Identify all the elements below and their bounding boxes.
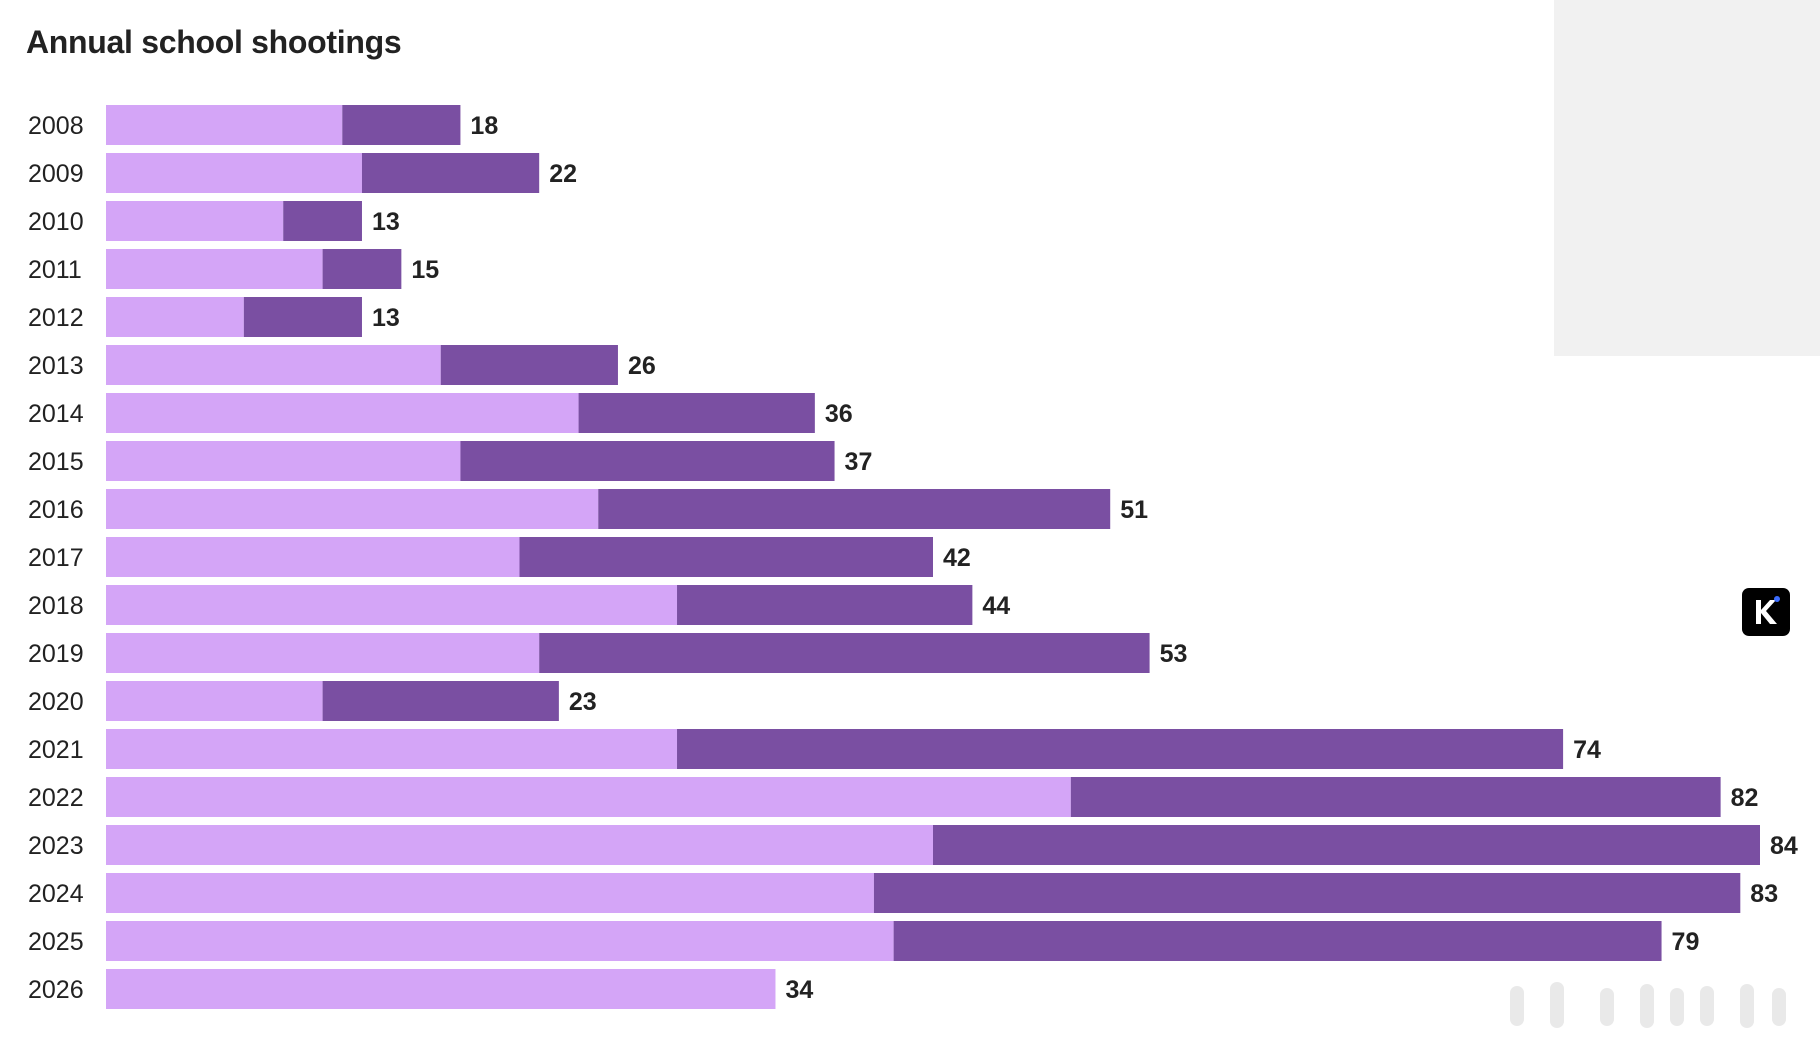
bar-2016-segment-2 (598, 489, 1111, 529)
bar-2013-segment-1 (106, 345, 441, 385)
bar-2020-segment-1 (106, 681, 323, 721)
decorative-stripes (1510, 982, 1786, 1028)
category-label-2025: 2025 (28, 928, 84, 956)
chart-title: Annual school shootings (26, 24, 402, 60)
bar-2021-segment-1 (106, 729, 678, 769)
category-label-2010: 2010 (28, 208, 84, 236)
value-label-2026: 34 (785, 976, 813, 1004)
value-label-2025: 79 (1672, 928, 1700, 956)
value-label-2018: 44 (982, 592, 1010, 620)
category-label-2021: 2021 (28, 736, 84, 764)
bar-2015-segment-2 (460, 441, 835, 481)
value-label-2017: 42 (943, 544, 971, 572)
bar-2025-segment-1 (106, 921, 894, 961)
k-logo-icon (1756, 596, 1780, 624)
category-label-2012: 2012 (28, 304, 84, 332)
category-label-2026: 2026 (28, 976, 84, 1004)
bar-2022-segment-2 (1070, 777, 1721, 817)
value-label-2014: 36 (825, 400, 853, 428)
category-label-2015: 2015 (28, 448, 84, 476)
bar-2017-segment-1 (106, 537, 520, 577)
bar-2026-segment-1 (106, 969, 776, 1009)
bar-2010-segment-2 (283, 201, 362, 241)
value-label-2024: 83 (1750, 880, 1778, 908)
side-panel-placeholder (1554, 0, 1820, 356)
brand-logo[interactable] (1742, 588, 1790, 636)
bar-2014-segment-1 (106, 393, 579, 433)
value-label-2010: 13 (372, 208, 400, 236)
bar-2018-segment-2 (677, 585, 973, 625)
bar-2011-segment-2 (322, 249, 402, 289)
bar-2019-segment-2 (539, 633, 1150, 673)
value-label-2013: 26 (628, 352, 656, 380)
bar-2022-segment-1 (106, 777, 1071, 817)
bar-2009-segment-2 (361, 153, 540, 193)
value-label-2015: 37 (845, 448, 873, 476)
value-label-2009: 22 (549, 160, 577, 188)
value-label-2008: 18 (470, 112, 498, 140)
value-label-2016: 51 (1120, 496, 1148, 524)
bar-2011-segment-1 (106, 249, 323, 289)
category-label-2019: 2019 (28, 640, 84, 668)
bar-2018-segment-1 (106, 585, 678, 625)
value-label-2022: 82 (1731, 784, 1759, 812)
bar-2023-segment-2 (933, 825, 1760, 865)
bar-2008-segment-1 (106, 105, 343, 145)
bar-2021-segment-2 (677, 729, 1564, 769)
value-label-2021: 74 (1573, 736, 1601, 764)
bar-2009-segment-1 (106, 153, 362, 193)
bar-2024-segment-1 (106, 873, 874, 913)
category-label-2016: 2016 (28, 496, 84, 524)
bar-2010-segment-1 (106, 201, 284, 241)
bar-2016-segment-1 (106, 489, 599, 529)
bar-2023-segment-1 (106, 825, 933, 865)
category-label-2022: 2022 (28, 784, 84, 812)
category-label-2011: 2011 (28, 256, 82, 284)
bar-2012-segment-1 (106, 297, 244, 337)
value-label-2012: 13 (372, 304, 400, 332)
bar-2015-segment-1 (106, 441, 461, 481)
bar-2013-segment-2 (440, 345, 618, 385)
bar-2025-segment-2 (893, 921, 1662, 961)
category-label-2018: 2018 (28, 592, 84, 620)
bar-2024-segment-2 (873, 873, 1741, 913)
bar-2014-segment-2 (578, 393, 815, 433)
bar-2019-segment-1 (106, 633, 540, 673)
category-label-2008: 2008 (28, 112, 84, 140)
category-label-2009: 2009 (28, 160, 84, 188)
category-label-2013: 2013 (28, 352, 84, 380)
bar-2020-segment-2 (322, 681, 559, 721)
category-label-2023: 2023 (28, 832, 84, 860)
category-label-2017: 2017 (28, 544, 84, 572)
category-label-2014: 2014 (28, 400, 84, 428)
value-label-2023: 84 (1770, 832, 1798, 860)
value-label-2020: 23 (569, 688, 597, 716)
bar-2012-segment-2 (243, 297, 362, 337)
value-label-2019: 53 (1160, 640, 1188, 668)
value-label-2011: 15 (411, 256, 439, 284)
bar-2017-segment-2 (519, 537, 933, 577)
category-label-2020: 2020 (28, 688, 84, 716)
bar-2008-segment-2 (342, 105, 461, 145)
category-label-2024: 2024 (28, 880, 84, 908)
